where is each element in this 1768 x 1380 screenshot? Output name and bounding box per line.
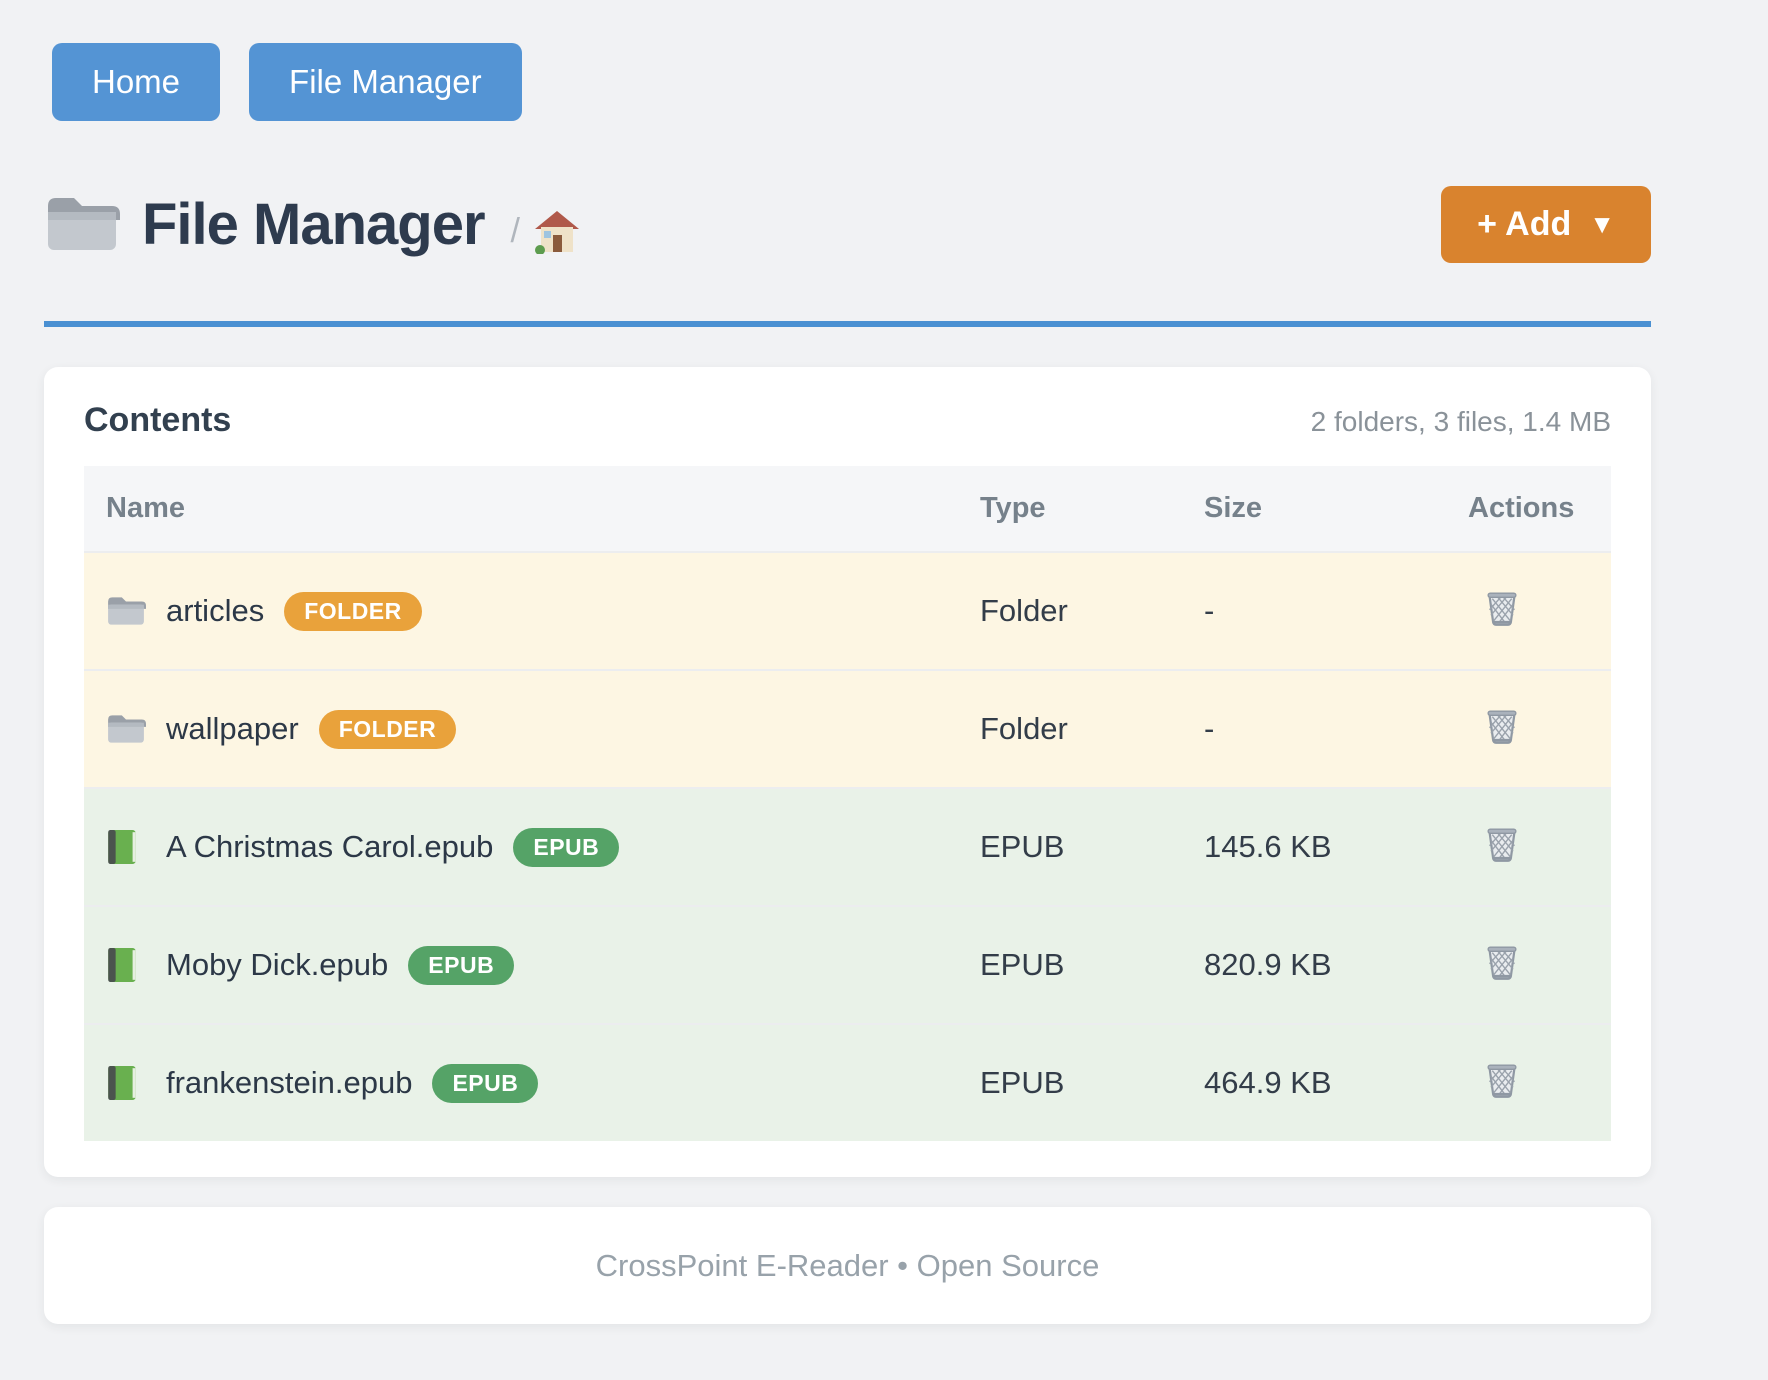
table-body: articles FOLDER Folder - bbox=[84, 551, 1611, 1141]
green-book-icon bbox=[106, 1064, 146, 1102]
add-button[interactable]: + Add ▼ bbox=[1441, 185, 1651, 263]
folder-icon bbox=[44, 192, 120, 256]
caret-down-icon: ▼ bbox=[1589, 208, 1615, 239]
table-header-row: Name Type Size Actions bbox=[84, 466, 1611, 551]
trash-button[interactable] bbox=[1484, 823, 1520, 863]
file-name-link[interactable]: A Christmas Carol.epub bbox=[166, 829, 494, 864]
title-divider bbox=[44, 321, 1651, 327]
table-row: wallpaper FOLDER Folder - bbox=[84, 669, 1611, 787]
file-name-link[interactable]: articles bbox=[166, 593, 265, 628]
column-header-size: Size bbox=[1204, 492, 1263, 524]
type-cell: EPUB bbox=[980, 947, 1065, 982]
file-name-link[interactable]: Moby Dick.epub bbox=[166, 947, 389, 982]
contents-title: Contents bbox=[84, 401, 232, 439]
contents-summary: 2 folders, 3 files, 1.4 MB bbox=[1310, 406, 1611, 437]
trash-icon bbox=[1484, 946, 1520, 984]
breadcrumb-separator: / bbox=[510, 211, 520, 250]
file-name-link[interactable]: frankenstein.epub bbox=[166, 1065, 413, 1100]
table-row: frankenstein.epub EPUB EPUB 464.9 KB bbox=[84, 1023, 1611, 1141]
column-header-name: Name bbox=[106, 492, 185, 524]
size-cell: 464.9 KB bbox=[1204, 1065, 1332, 1100]
type-cell: Folder bbox=[980, 593, 1068, 628]
type-badge: EPUB bbox=[432, 1063, 539, 1103]
table-row: Moby Dick.epub EPUB EPUB 820.9 KB bbox=[84, 905, 1611, 1023]
trash-icon bbox=[1484, 592, 1520, 630]
file-table: Name Type Size Actions artic bbox=[84, 466, 1611, 1141]
green-book-icon bbox=[106, 946, 146, 984]
folder-icon bbox=[106, 592, 146, 630]
file-name-link[interactable]: wallpaper bbox=[166, 711, 299, 746]
type-cell: EPUB bbox=[980, 1065, 1065, 1100]
type-cell: Folder bbox=[980, 711, 1068, 746]
top-nav: Home File Manager bbox=[44, 43, 1651, 121]
folder-icon bbox=[106, 710, 146, 748]
file-manager-button[interactable]: File Manager bbox=[249, 43, 522, 121]
trash-icon bbox=[1484, 828, 1520, 866]
contents-header: Contents 2 folders, 3 files, 1.4 MB bbox=[84, 401, 1611, 440]
size-cell: - bbox=[1204, 593, 1215, 628]
page-title: File Manager bbox=[142, 191, 486, 257]
trash-button[interactable] bbox=[1484, 941, 1520, 981]
trash-button[interactable] bbox=[1484, 587, 1520, 627]
add-button-label: + Add bbox=[1477, 204, 1572, 243]
footer: CrossPoint E-Reader • Open Source bbox=[44, 1207, 1651, 1324]
home-button[interactable]: Home bbox=[52, 43, 221, 121]
trash-icon bbox=[1484, 1064, 1520, 1102]
table-row: articles FOLDER Folder - bbox=[84, 551, 1611, 669]
contents-card: Contents 2 folders, 3 files, 1.4 MB Name… bbox=[44, 367, 1651, 1177]
footer-text: CrossPoint E-Reader • Open Source bbox=[595, 1247, 1100, 1283]
column-header-type: Type bbox=[980, 492, 1046, 524]
page-header: File Manager / + Add ▼ bbox=[44, 183, 1651, 265]
type-badge: FOLDER bbox=[318, 709, 457, 749]
type-badge: EPUB bbox=[408, 945, 515, 985]
trash-button[interactable] bbox=[1484, 705, 1520, 745]
trash-button[interactable] bbox=[1484, 1059, 1520, 1099]
type-badge: FOLDER bbox=[284, 591, 422, 631]
type-cell: EPUB bbox=[980, 829, 1065, 864]
green-book-icon bbox=[106, 828, 146, 866]
size-cell: 820.9 KB bbox=[1204, 947, 1332, 982]
trash-icon bbox=[1484, 710, 1520, 748]
size-cell: 145.6 KB bbox=[1204, 829, 1332, 864]
table-row: A Christmas Carol.epub EPUB EPUB 145.6 K… bbox=[84, 787, 1611, 905]
size-cell: - bbox=[1204, 711, 1215, 746]
column-header-actions: Actions bbox=[1468, 492, 1575, 524]
type-badge: EPUB bbox=[513, 827, 620, 867]
house-icon[interactable] bbox=[534, 208, 580, 255]
